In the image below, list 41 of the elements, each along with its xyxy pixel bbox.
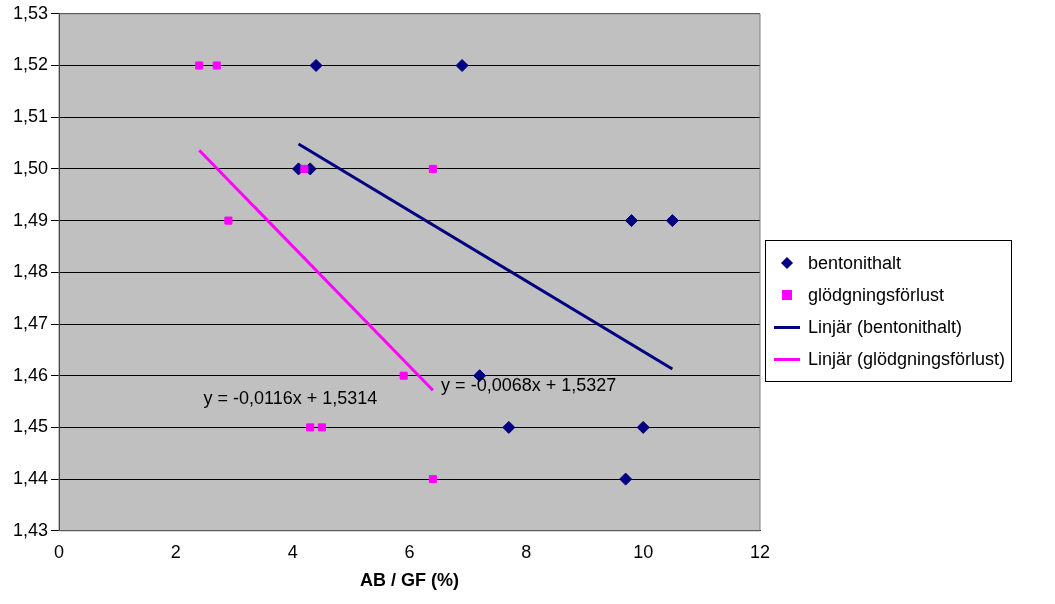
- point: [212, 61, 221, 70]
- y-tick-label: 1,46: [12, 364, 49, 385]
- y-tick-label: 1,50: [12, 157, 49, 178]
- point: [399, 371, 408, 380]
- point: [428, 164, 437, 173]
- x-tick-label: 0: [54, 541, 65, 562]
- point: [428, 475, 437, 484]
- annotation: y = -0,0068x + 1,5327: [441, 375, 617, 396]
- y-tick-label: 1,48: [12, 261, 49, 282]
- x-tick-label: 6: [404, 541, 415, 562]
- x-tick-label: 4: [287, 541, 298, 562]
- point: [306, 423, 315, 432]
- x-axis-title: AB / GF (%): [360, 570, 460, 591]
- point: [624, 214, 638, 228]
- point: [665, 214, 679, 228]
- y-tick-label: 1,44: [12, 468, 49, 489]
- x-tick-label: 8: [521, 541, 532, 562]
- point: [195, 61, 204, 70]
- point: [619, 472, 633, 486]
- y-tick-label: 1,51: [12, 106, 49, 127]
- point: [309, 59, 323, 72]
- x-tick-label: 12: [749, 541, 771, 562]
- legend-label: glödgningsförlust: [808, 284, 945, 306]
- legend-label: Linjär (bentonithalt): [808, 316, 963, 338]
- y-tick-label: 1,49: [12, 209, 49, 230]
- legend-label: Linjär (glödgningsförlust): [808, 348, 1006, 370]
- y-tick-label: 1,43: [12, 519, 49, 540]
- point: [502, 420, 516, 434]
- annotation: y = -0,0116x + 1,5314: [203, 387, 378, 408]
- point: [455, 59, 469, 72]
- x-tick-label: 10: [633, 541, 654, 562]
- y-tick-label: 1,52: [12, 54, 49, 75]
- legend-label: bentonithalt: [808, 252, 902, 274]
- y-tick-label: 1,45: [12, 416, 49, 437]
- point: [224, 216, 233, 225]
- point: [636, 420, 650, 434]
- x-tick-label: 2: [170, 541, 181, 562]
- point: [317, 423, 326, 432]
- y-tick-label: 1,47: [12, 312, 49, 333]
- point: [300, 164, 309, 173]
- y-tick-label: 1,53: [12, 2, 49, 23]
